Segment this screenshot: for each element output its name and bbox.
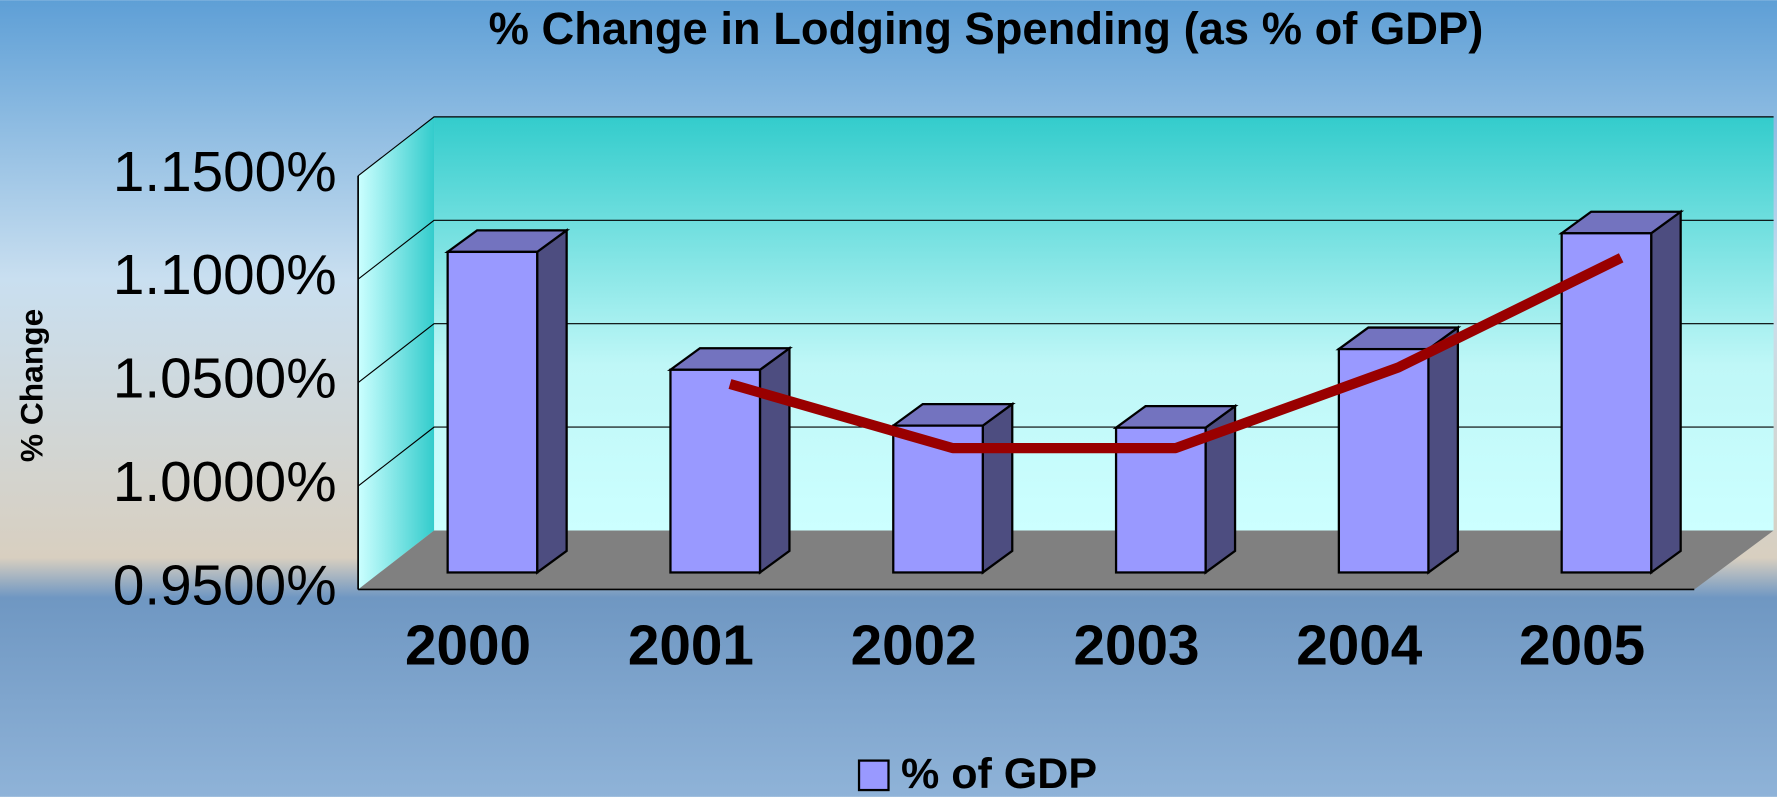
- bar-side: [981, 401, 1014, 575]
- bar: [666, 346, 793, 575]
- legend-swatch: [857, 759, 890, 792]
- bar-side: [1650, 209, 1682, 575]
- bar-front: [669, 368, 762, 574]
- x-tick-label: 2000: [405, 614, 531, 677]
- grid-line: [357, 426, 1774, 487]
- line-series: [728, 253, 1624, 454]
- y-tick-label: 1.0000%: [113, 451, 337, 514]
- y-tick-label: 0.9500%: [113, 554, 337, 617]
- legend: % of GDP: [857, 750, 1097, 797]
- bar-side: [536, 228, 568, 575]
- bar-front: [1337, 347, 1430, 574]
- y-tick-label: 1.1000%: [113, 244, 337, 307]
- y-tick-label: 1.0500%: [113, 348, 337, 411]
- bar-side: [1427, 325, 1459, 575]
- legend-label: % of GDP: [901, 750, 1097, 797]
- grid-line: [357, 116, 1774, 177]
- chart-title: % Change in Lodging Spending (as % of GD…: [489, 3, 1484, 54]
- x-tick-label: 2003: [1073, 614, 1199, 677]
- y-axis-label: % Change: [13, 309, 49, 462]
- bar: [1335, 325, 1462, 575]
- y-tick-label: 1.1500%: [113, 141, 337, 204]
- x-tick-label: 2001: [628, 614, 754, 677]
- bar: [444, 228, 571, 575]
- x-tick-label: 2005: [1519, 614, 1645, 677]
- bar-front: [1560, 232, 1653, 574]
- bar: [889, 401, 1016, 575]
- bar-front: [446, 250, 539, 574]
- grid-line: [357, 219, 1774, 280]
- x-tick-label: 2004: [1296, 614, 1423, 677]
- x-tick-label: 2002: [851, 614, 977, 677]
- grid-line: [357, 323, 1774, 384]
- bar-side: [758, 346, 791, 575]
- bar: [1558, 209, 1685, 575]
